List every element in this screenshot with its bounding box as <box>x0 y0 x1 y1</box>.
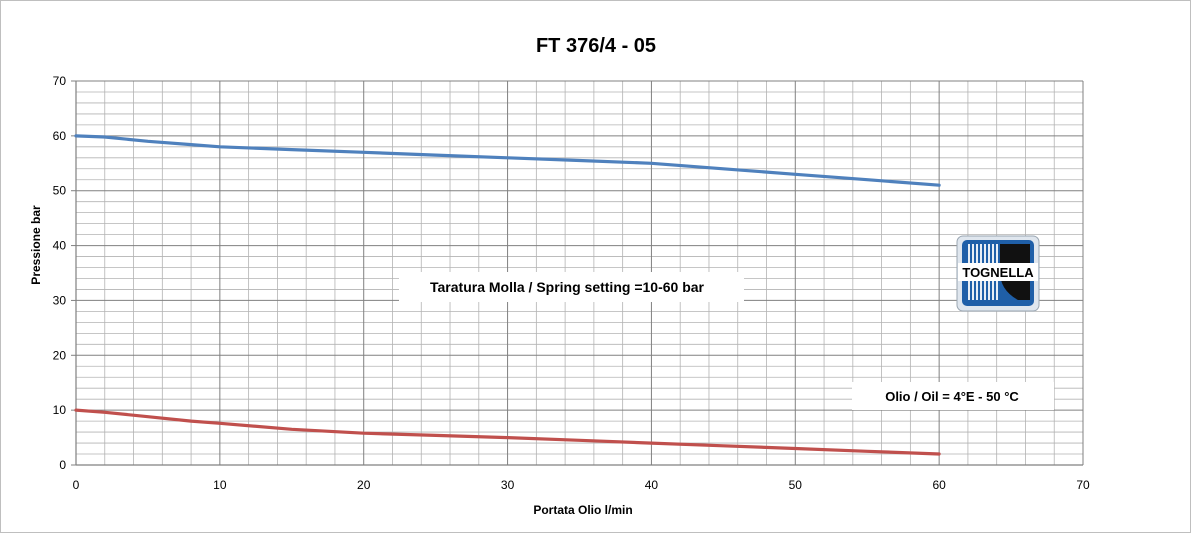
series-line-1 <box>74 134 941 187</box>
y-tick-label: 0 <box>59 458 66 472</box>
series-line-2 <box>74 408 941 456</box>
spring-setting-text: Taratura Molla / Spring setting =10-60 b… <box>430 279 705 295</box>
y-tick-label: 70 <box>53 74 67 88</box>
x-tick-label: 10 <box>213 478 227 492</box>
logo-text-band <box>958 263 1038 281</box>
tognella-logo: TOGNELLA <box>956 235 1040 312</box>
y-tick-label: 50 <box>53 184 67 198</box>
oil-annotation: Olio / Oil = 4°E - 50 °C <box>852 382 1054 410</box>
spring-setting-box <box>399 272 744 302</box>
y-axis-label: Pressione bar <box>29 205 43 285</box>
y-tick-label: 20 <box>53 348 67 362</box>
x-tick-label: 40 <box>645 478 659 492</box>
logo-text: TOGNELLA <box>962 265 1034 280</box>
x-tick-label: 60 <box>932 478 946 492</box>
y-tick-labels: 0 10 20 30 40 50 60 70 <box>53 74 67 472</box>
axes <box>71 80 1083 466</box>
y-tick-label: 60 <box>53 129 67 143</box>
oil-text: Olio / Oil = 4°E - 50 °C <box>885 389 1019 404</box>
spring-setting-annotation: Taratura Molla / Spring setting =10-60 b… <box>399 272 744 302</box>
x-tick-label: 0 <box>73 478 80 492</box>
x-tick-label: 50 <box>789 478 803 492</box>
y-tick-label: 10 <box>53 403 67 417</box>
x-tick-label: 30 <box>501 478 515 492</box>
chart-title: FT 376/4 - 05 <box>536 35 656 57</box>
series-lines <box>74 134 941 456</box>
x-tick-labels: 0 10 20 30 40 50 60 70 <box>73 478 1090 492</box>
oil-box <box>852 382 1054 410</box>
x-axis-label: Portata Olio l/min <box>533 503 632 517</box>
y-tick-label: 40 <box>53 239 67 253</box>
x-tick-label: 70 <box>1076 478 1090 492</box>
x-tick-label: 20 <box>357 478 371 492</box>
y-tick-label: 30 <box>53 293 67 307</box>
